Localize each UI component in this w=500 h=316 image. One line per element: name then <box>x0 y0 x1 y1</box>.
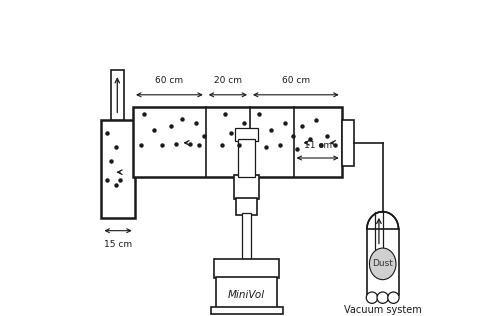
Bar <box>234 175 259 199</box>
Text: 60 cm: 60 cm <box>282 76 310 85</box>
Bar <box>133 107 342 177</box>
Text: MiniVol: MiniVol <box>228 289 265 300</box>
Bar <box>235 128 258 141</box>
Bar <box>214 259 280 278</box>
Text: 15 cm: 15 cm <box>104 240 132 249</box>
Circle shape <box>366 292 378 303</box>
Bar <box>210 307 282 314</box>
Text: 60 cm: 60 cm <box>156 76 184 85</box>
Text: Dust: Dust <box>372 259 393 268</box>
Bar <box>216 276 277 310</box>
Bar <box>367 229 398 295</box>
Circle shape <box>377 292 388 303</box>
Circle shape <box>388 292 399 303</box>
Bar <box>102 120 134 218</box>
Bar <box>342 120 354 166</box>
Text: 11 cm: 11 cm <box>304 141 332 150</box>
Text: 20 cm: 20 cm <box>214 76 242 85</box>
Ellipse shape <box>370 248 396 280</box>
Bar <box>236 198 258 215</box>
Bar <box>242 213 252 259</box>
Bar <box>111 70 124 120</box>
Bar <box>238 139 254 177</box>
Text: Vacuum system: Vacuum system <box>344 305 422 315</box>
